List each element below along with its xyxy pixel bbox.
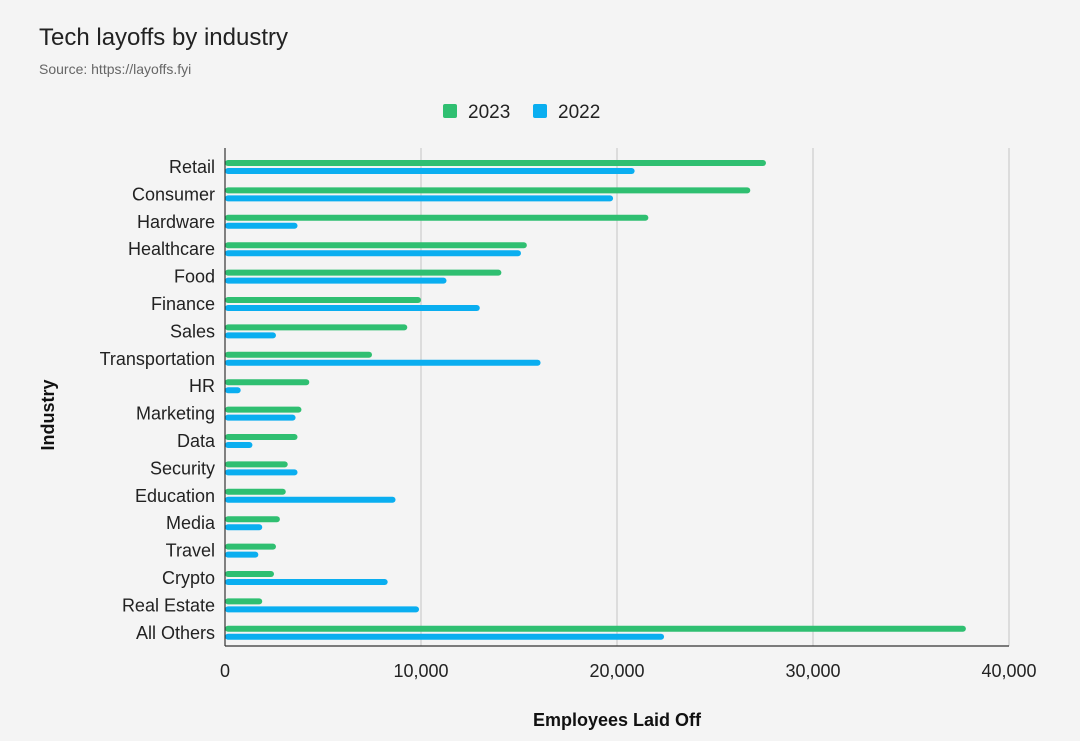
bar-2022-sales (225, 332, 276, 339)
bar-2023-real-estate (225, 598, 263, 605)
legend: 2023 2022 (443, 102, 600, 123)
category-label: Finance (151, 294, 215, 314)
category-label: HR (189, 376, 215, 396)
category-label: Transportation (100, 349, 215, 369)
category-label: Real Estate (122, 595, 215, 615)
bar-2022-media (225, 524, 263, 531)
bar-2023-education (225, 488, 286, 495)
bar-2023-transportation (225, 351, 372, 358)
bar-2023-hardware (225, 214, 649, 221)
bar-2023-hr (225, 379, 310, 386)
chart-title: Tech layoffs by industry (39, 24, 289, 51)
bar-2022-hr (225, 387, 241, 394)
bar-2023-sales (225, 324, 408, 331)
axes (224, 148, 1009, 647)
legend-label-2022: 2022 (558, 102, 600, 123)
bar-2023-data (225, 434, 298, 440)
bar-2022-data (225, 442, 253, 448)
bar-2023-finance (225, 297, 421, 303)
bar-2022-travel (225, 551, 259, 558)
bar-2023-marketing (225, 406, 302, 413)
category-label: Crypto (162, 568, 215, 588)
bar-2022-all-others (225, 633, 665, 640)
category-label: Consumer (132, 184, 215, 204)
category-label: Data (177, 431, 216, 451)
bar-2022-transportation (225, 359, 541, 366)
bar-2022-marketing (225, 414, 296, 421)
category-label: Sales (170, 321, 215, 341)
x-tick-labels: 0 10,000 20,000 30,000 40,000 (220, 661, 1037, 681)
bar-2022-retail (225, 168, 635, 174)
legend-label-2023: 2023 (468, 102, 510, 123)
bar-2023-food (225, 269, 502, 276)
x-tick-label: 40,000 (981, 661, 1036, 681)
bar-2023-consumer (225, 187, 751, 194)
gridlines (420, 148, 1010, 646)
category-label: Education (135, 486, 215, 506)
bar-2023-retail (225, 160, 766, 166)
x-axis-title: Employees Laid Off (533, 710, 702, 730)
y-axis-title: Industry (38, 379, 58, 450)
bars (225, 160, 966, 640)
bar-2023-crypto (225, 571, 274, 577)
category-label: Hardware (137, 212, 215, 232)
bar-2022-healthcare (225, 250, 521, 257)
bar-2022-security (225, 469, 298, 476)
bar-2023-all-others (225, 625, 966, 632)
bar-2022-real-estate (225, 606, 420, 613)
bar-2023-healthcare (225, 242, 527, 249)
bar-2022-consumer (225, 195, 614, 202)
bar-2022-finance (225, 305, 480, 311)
x-tick-label: 30,000 (785, 661, 840, 681)
category-label: Retail (169, 157, 215, 177)
x-tick-label: 0 (220, 661, 230, 681)
category-label: Healthcare (128, 239, 215, 259)
x-tick-label: 20,000 (589, 661, 644, 681)
bar-2022-hardware (225, 222, 298, 229)
chart-subtitle: Source: https://layoffs.fyi (39, 61, 192, 77)
category-label: Media (166, 513, 216, 533)
bar-2023-media (225, 516, 280, 523)
bar-2022-food (225, 277, 447, 284)
category-label: Food (174, 267, 215, 287)
category-label: Travel (166, 541, 215, 561)
x-tick-label: 10,000 (393, 661, 448, 681)
bar-2022-crypto (225, 579, 388, 585)
category-label: All Others (136, 623, 215, 643)
category-label: Marketing (136, 404, 215, 424)
legend-swatch-2023 (443, 104, 457, 118)
category-label: Security (150, 458, 215, 478)
legend-swatch-2022 (533, 104, 547, 118)
category-labels: Retail Consumer Hardware Healthcare Food Fina… (100, 157, 216, 643)
bar-2023-travel (225, 543, 276, 550)
bar-2022-education (225, 496, 396, 503)
bar-2023-security (225, 461, 288, 468)
